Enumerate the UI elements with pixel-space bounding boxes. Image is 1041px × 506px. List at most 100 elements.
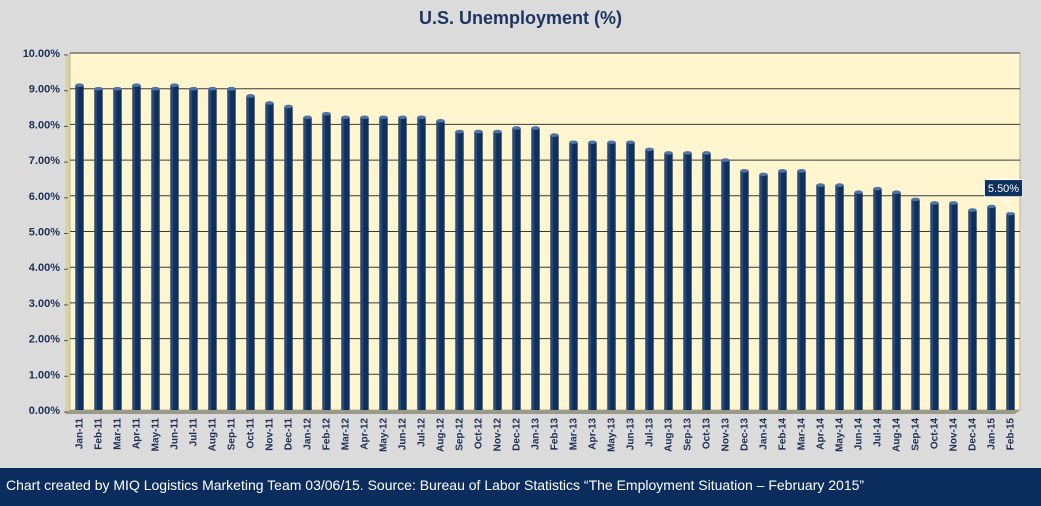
bar-highlight xyxy=(474,131,478,411)
x-tick-label: May-12 xyxy=(379,418,390,452)
bar-highlight xyxy=(379,117,383,410)
bar xyxy=(132,85,141,410)
bar-top xyxy=(797,169,806,173)
bar-top xyxy=(1006,211,1015,216)
bar xyxy=(968,210,977,410)
bar-highlight xyxy=(512,127,516,410)
y-tick-label: 7.00% xyxy=(29,155,60,167)
bar xyxy=(360,117,369,410)
bar-top xyxy=(227,86,236,91)
x-tick-label: Feb-15 xyxy=(1006,418,1017,451)
bar xyxy=(113,88,122,410)
bar-top xyxy=(816,183,825,187)
bar-top xyxy=(930,201,939,205)
bar-top xyxy=(987,204,996,209)
bar-highlight xyxy=(550,135,554,411)
bar-top xyxy=(208,86,217,91)
bar-top xyxy=(778,169,787,173)
bar-highlight xyxy=(303,117,307,410)
x-tick-label: Aug-13 xyxy=(664,418,675,452)
x-tick-label: May-11 xyxy=(151,418,162,452)
bar xyxy=(721,160,730,410)
x-tick-label: Sep-14 xyxy=(911,418,922,451)
bar-top xyxy=(911,197,920,202)
bar xyxy=(835,185,844,410)
bar-top xyxy=(436,119,445,123)
x-tick-label: Jul-14 xyxy=(873,418,884,447)
x-tick-label: Nov-11 xyxy=(265,418,276,451)
x-tick-label: Aug-11 xyxy=(208,418,219,452)
y-tick-label: 2.00% xyxy=(29,334,60,346)
bar-top xyxy=(550,133,559,137)
x-tick-label: Aug-14 xyxy=(892,418,903,452)
bar-highlight xyxy=(797,170,801,410)
bar-top xyxy=(873,186,882,191)
bar-highlight xyxy=(854,192,858,410)
x-tick-label: Jul-11 xyxy=(189,418,200,447)
bar xyxy=(284,106,293,411)
bar-top xyxy=(854,190,863,195)
bar-top xyxy=(721,158,730,162)
bar-top xyxy=(360,115,369,120)
x-tick-label: Mar-13 xyxy=(569,418,580,451)
bar xyxy=(778,170,787,410)
plot-floor xyxy=(65,410,1020,414)
bar-top xyxy=(113,86,122,91)
x-tick-label: May-13 xyxy=(607,418,618,452)
data-label-box xyxy=(984,179,1023,198)
bar xyxy=(740,170,749,410)
x-tick-label: Apr-11 xyxy=(132,418,143,450)
x-tick-label: Sep-12 xyxy=(455,418,466,451)
x-tick-label: Oct-14 xyxy=(930,418,941,450)
bar-top xyxy=(759,172,768,177)
bar-top xyxy=(968,208,977,212)
bar-highlight xyxy=(208,88,212,410)
bar xyxy=(664,152,673,410)
x-tick-label: Nov-12 xyxy=(493,418,504,452)
bar-top xyxy=(588,140,597,145)
bar xyxy=(379,117,388,410)
bar-highlight xyxy=(341,117,345,410)
x-tick-label: Dec-14 xyxy=(968,418,979,451)
bar-highlight xyxy=(740,170,744,410)
bar xyxy=(436,120,445,410)
bar-top xyxy=(512,126,521,130)
bar xyxy=(512,127,521,410)
bar-highlight xyxy=(265,102,269,410)
bar-top xyxy=(835,183,844,187)
bar xyxy=(189,88,198,410)
bar xyxy=(531,127,540,410)
bar xyxy=(170,85,179,410)
bar-top xyxy=(303,115,312,120)
bar-highlight xyxy=(683,152,687,410)
bar-top xyxy=(683,151,692,155)
bar-highlight xyxy=(227,88,231,410)
x-tick-label: Oct-13 xyxy=(702,418,713,450)
x-tick-label: Jun-12 xyxy=(398,418,409,451)
y-tick-label: 0.00% xyxy=(29,405,60,417)
bar-highlight xyxy=(721,160,725,410)
bar-top xyxy=(246,94,255,98)
bar xyxy=(265,102,274,410)
bar-highlight xyxy=(816,185,820,410)
bar xyxy=(892,192,901,410)
x-tick-label: Feb-12 xyxy=(322,418,333,451)
bar xyxy=(246,95,255,410)
bar xyxy=(911,199,920,410)
bar-highlight xyxy=(531,127,535,410)
x-tick-label: Oct-12 xyxy=(474,418,485,450)
bar-highlight xyxy=(417,117,421,410)
bar-top xyxy=(151,86,160,91)
data-label-leader xyxy=(1004,196,1011,213)
x-tick-label: Jul-12 xyxy=(417,418,428,447)
bar xyxy=(227,88,236,410)
chart-title: U.S. Unemployment (%) xyxy=(418,8,623,28)
bar-highlight xyxy=(968,210,972,410)
x-tick-label: May-14 xyxy=(835,418,846,452)
bar-top xyxy=(702,151,711,155)
bar-top xyxy=(493,129,502,134)
x-tick-label: Jan-14 xyxy=(759,418,770,450)
y-tick-label: 9.00% xyxy=(29,84,60,96)
bar-highlight xyxy=(930,202,934,410)
data-label: 5.50% xyxy=(988,183,1019,195)
